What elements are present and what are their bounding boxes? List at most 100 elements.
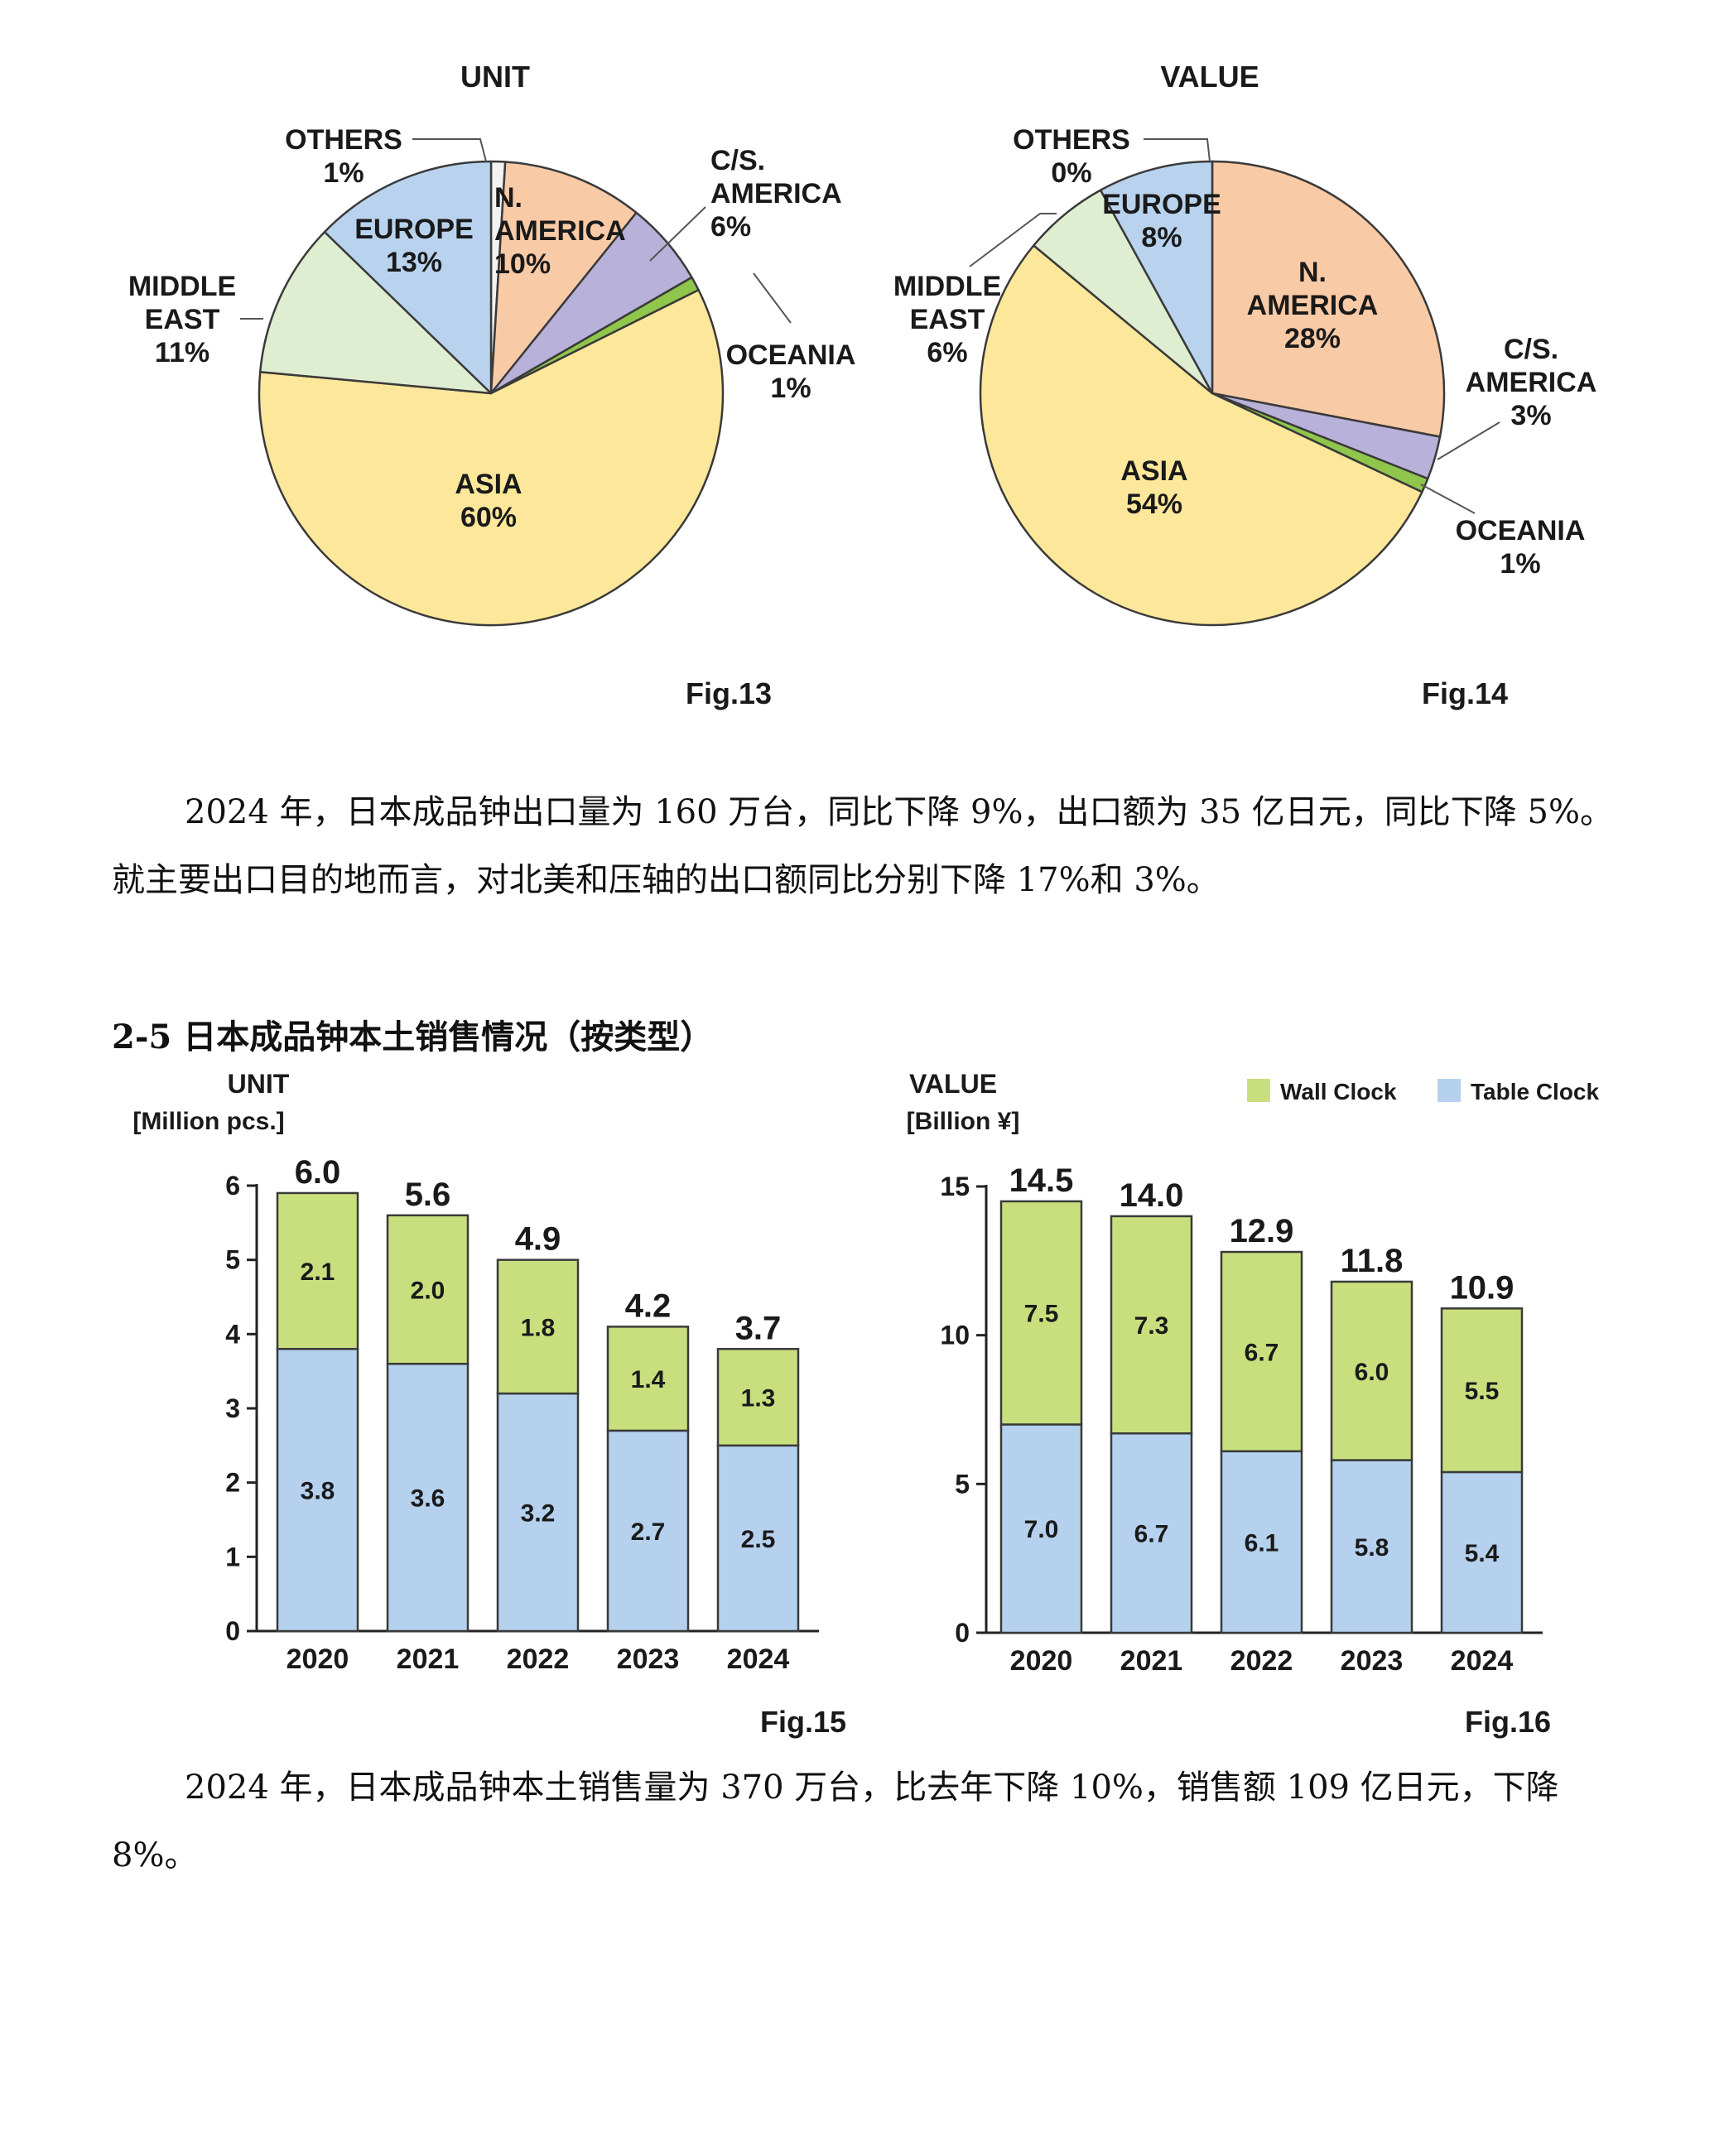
data-label: 1.8 [521,1314,556,1341]
total-label: 12.9 [1230,1213,1294,1249]
y-tick-label: 5 [225,1245,240,1275]
bar-wall-clock [1440,1307,1524,1474]
leader-line [753,272,792,324]
slice-label: N. [494,182,522,214]
slice-label: C/S. [1504,334,1558,365]
data-label: 5.4 [1465,1540,1500,1567]
total-label: 3.7 [735,1310,782,1346]
data-label: 7.0 [1024,1516,1059,1543]
x-tick-label: 2023 [1341,1645,1404,1677]
y-axis-label: [Billion ¥] [907,1108,1020,1135]
chart-title: UNIT [228,1069,290,1099]
data-label: 2.7 [631,1518,666,1546]
pie-chart-unit: UNITOTHERS1%N.AMERICA10%C/S.AMERICA6%OCE… [128,60,856,710]
data-label: 5.5 [1465,1378,1500,1405]
bar-table-clock [1110,1432,1193,1634]
slice-label: 1% [1500,548,1540,580]
data-label: 2.0 [411,1278,445,1305]
pie-slice [979,244,1423,627]
slice-label: EUROPE [354,214,474,245]
x-tick-label: 2021 [397,1643,460,1675]
figure-caption: Fig.16 [1465,1705,1551,1739]
data-label: 3.6 [411,1485,445,1513]
total-label: 14.0 [1120,1177,1184,1214]
slice-label: 8% [1141,222,1182,253]
slice-label: 3% [1510,400,1551,431]
bar-wall-clock [716,1348,800,1447]
data-label: 5.8 [1355,1534,1389,1562]
bar-table-clock [1330,1459,1413,1634]
slice-label: 6% [927,337,967,368]
figure-caption: Fig.14 [1422,676,1508,710]
bar-table-clock [386,1362,470,1633]
bar-table-clock [1440,1470,1524,1634]
y-tick-label: 15 [940,1172,970,1201]
slice-label: 28% [1284,323,1341,354]
data-label: 1.3 [741,1385,776,1412]
bar-chart-value: VALUE [Billion ¥] 0 5 10 15 7.0 7.5 14.5 2020 6.7 7… [907,1069,1600,1739]
data-label: 3.2 [521,1500,556,1528]
bar-table-clock [999,1423,1083,1634]
legend-label: Wall Clock [1280,1079,1397,1104]
slice-label: ASIA [1120,455,1187,487]
slice-label: EAST [910,304,985,335]
data-label: 6.0 [1355,1359,1389,1386]
data-label: 7.5 [1024,1301,1059,1328]
domestic-sales-paragraph-line-1: 2024 年，日本成品钟本土销售量为 370 万台，比去年下降 10%，销售额 … [185,1769,1559,1807]
legend-swatch-wall-clock [1247,1079,1270,1102]
slice-label: AMERICA [710,178,842,209]
slice-label: MIDDLE [893,271,1001,302]
leader-line [1437,421,1500,460]
figure-caption: Fig.13 [686,676,772,710]
y-axis-label: [Million pcs.] [132,1108,284,1135]
data-label: 6.7 [1245,1339,1279,1366]
export-paragraph-line-1: 2024 年，日本成品钟出口量为 160 万台，同比下降 9%，出口额为 35 … [185,793,1613,831]
slice-label: OCEANIA [1456,515,1586,546]
slice-label: OCEANIA [726,339,856,371]
pie-slice [323,160,493,395]
slice-label: 6% [710,211,751,243]
slice-label: C/S. [710,145,765,176]
data-label: 1.4 [631,1366,666,1393]
data-label: 3.8 [301,1478,335,1505]
pie-slice [258,230,493,395]
slice-label: EAST [145,304,220,335]
y-tick-label: 5 [955,1469,970,1499]
domestic-sales-paragraph-line-2: 8%。 [112,1836,198,1874]
bar-wall-clock [386,1214,470,1365]
data-label: 6.1 [1245,1529,1279,1557]
chart-title: UNIT [460,60,530,94]
data-label: 2.5 [741,1526,776,1553]
bar-wall-clock [1220,1250,1303,1453]
slice-label: MIDDLE [128,271,236,302]
y-tick-label: 4 [225,1319,240,1349]
total-label: 11.8 [1341,1243,1404,1279]
slice-label: 60% [460,502,517,533]
x-tick-label: 2023 [617,1643,680,1675]
pie-slice [1099,160,1214,395]
section-heading: 2-5 日本成品钟本土销售情况（按类型） [112,1018,714,1056]
slice-label: 1% [323,157,364,189]
slice-label: AMERICA [1466,367,1597,398]
chart-title: VALUE [909,1069,997,1099]
bar-table-clock [716,1444,800,1633]
bar-wall-clock [1330,1280,1413,1461]
pie-slice [489,161,638,395]
bar-table-clock [606,1429,690,1633]
chart-title: VALUE [1160,60,1259,94]
y-tick-label: 0 [955,1618,970,1648]
leader-line [1144,138,1211,162]
total-label: 14.5 [1009,1162,1074,1199]
leader-line [412,138,487,162]
slice-label: 13% [386,247,442,278]
total-label: 5.6 [405,1177,451,1213]
total-label: 4.9 [515,1221,561,1258]
total-label: 6.0 [295,1154,341,1191]
x-tick-label: 2024 [1451,1645,1514,1677]
legend-label: Table Clock [1471,1079,1600,1104]
x-tick-label: 2021 [1120,1645,1183,1677]
slice-label: 54% [1126,488,1182,520]
bar-wall-clock [999,1200,1083,1426]
total-label: 4.2 [625,1287,672,1324]
slice-label: OTHERS [285,124,402,156]
